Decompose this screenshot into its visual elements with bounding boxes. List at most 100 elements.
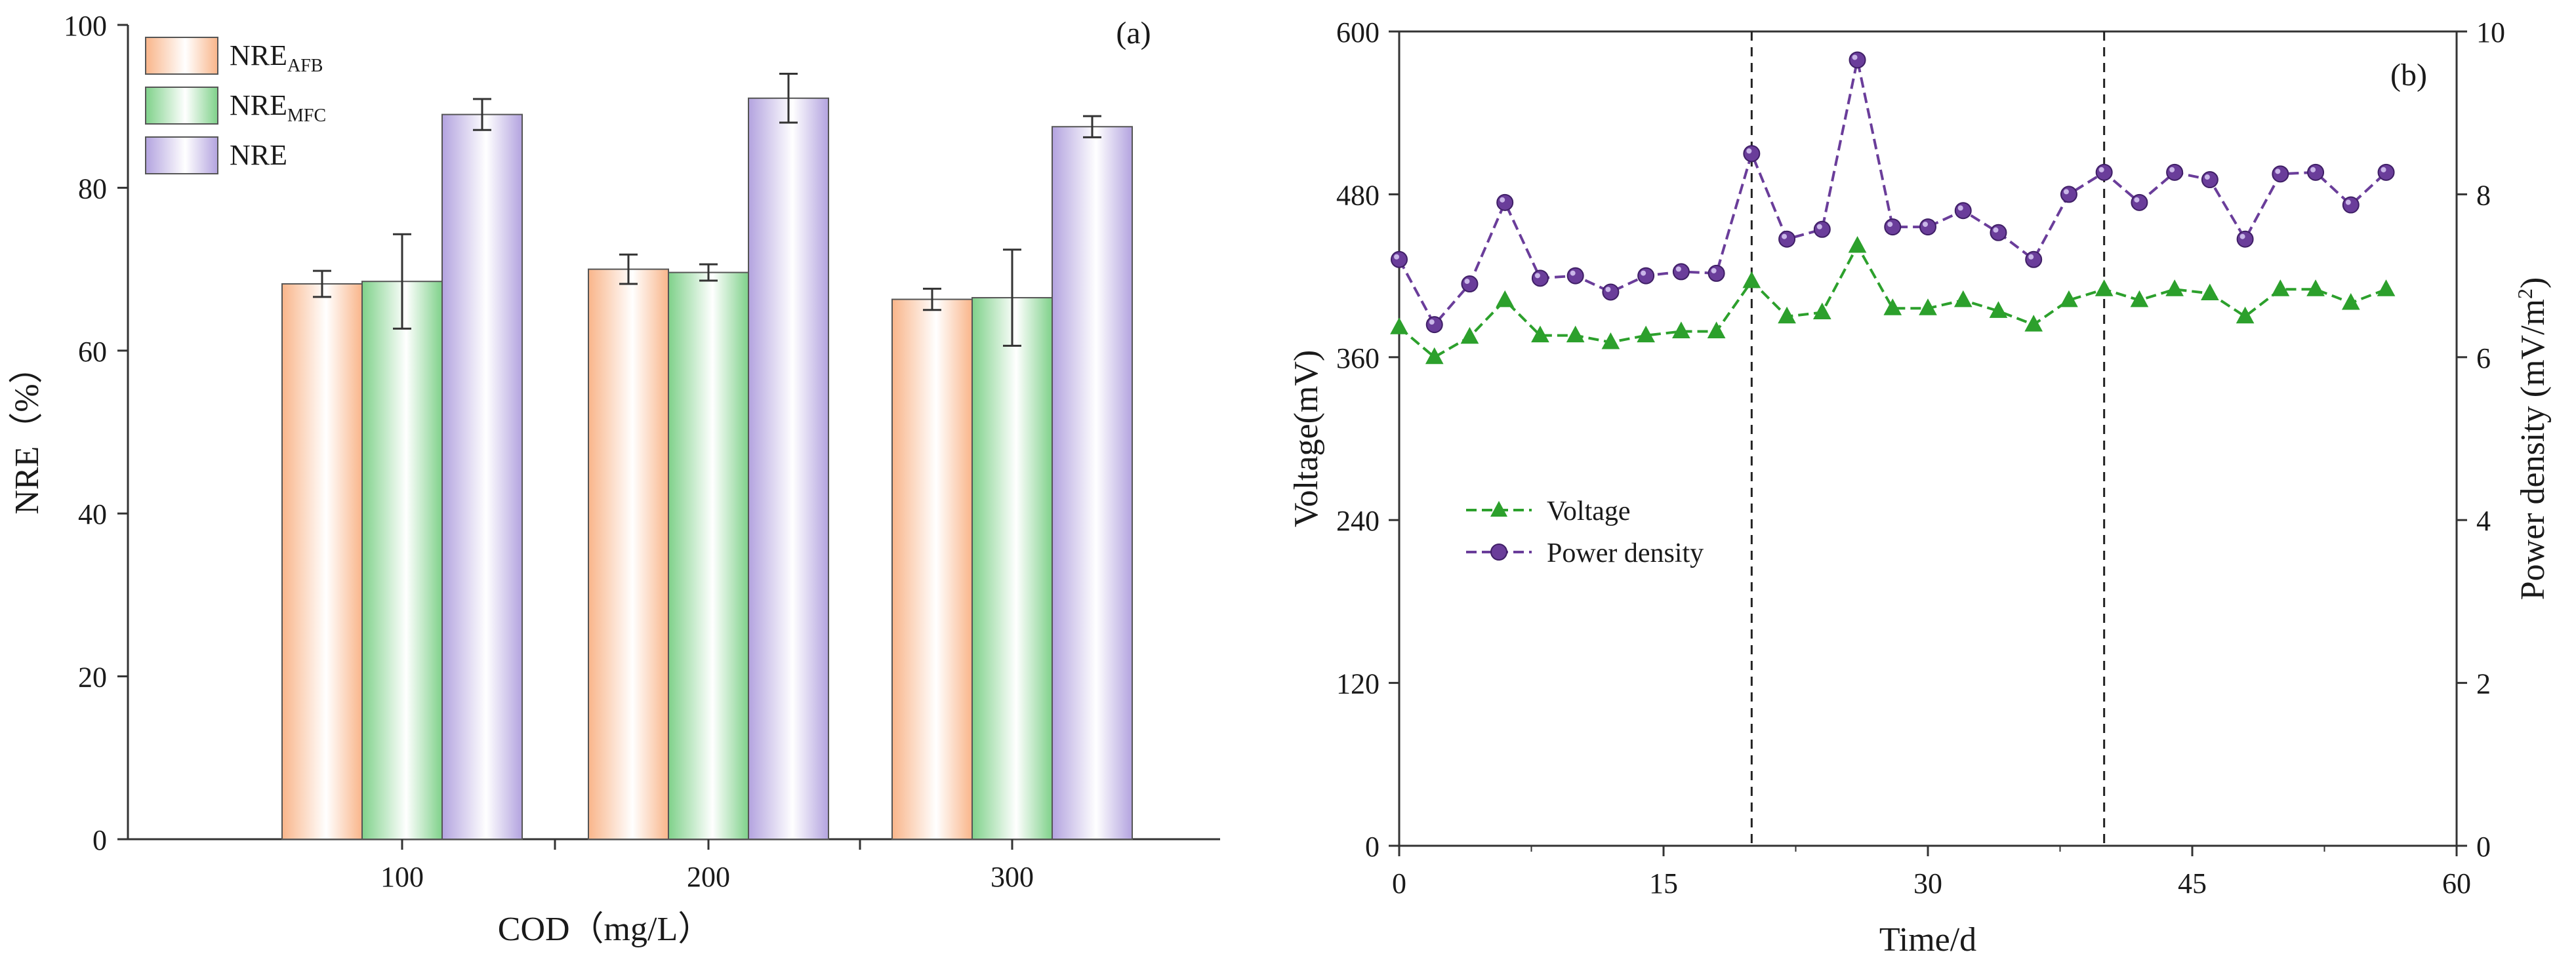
power-density-point [1672,263,1690,281]
y2-tick-label: 2 [2476,668,2491,700]
power-density-point [1778,230,1796,248]
power-density-point [1707,264,1725,282]
legend-label: NRE [230,139,287,171]
power-density-point [1990,224,2007,241]
y2-axis-label-superscript: 2 [2513,288,2537,299]
power-density-point [2342,196,2360,214]
x-tick-label: 200 [687,861,730,893]
point-highlight [1429,319,1435,325]
y-axis-label: NRE（%） [9,349,46,514]
legend-subscript: AFB [287,56,323,76]
y-tick-label: 240 [1336,505,1380,537]
power-density-point [2131,193,2148,211]
y-tick-label: 0 [92,824,107,856]
point-highlight [1641,270,1646,276]
voltage-point [2341,292,2360,310]
y-axis-label: Voltage(mV) [1288,350,1325,528]
voltage-point [1778,306,1796,324]
power-density-point [1425,316,1443,334]
legend-label: Power density [1547,538,1704,568]
x-tick-label: 45 [2178,867,2207,900]
voltage-point [1848,236,1867,253]
voltage-point [1672,321,1690,338]
voltage-point [1566,325,1585,343]
voltage-point [1460,327,1479,344]
power-density-point [2307,163,2325,181]
voltage-point [1812,302,1831,319]
power-density-point [1954,202,1972,220]
power-density-point [2272,165,2289,183]
y2-axis-label: Power density (mV/m2) [2513,277,2552,601]
legend-label: NREAFB [230,39,323,76]
y2-tick-label: 0 [2476,831,2491,863]
point-highlight [2169,167,2175,172]
bar-300-2 [1052,126,1133,840]
voltage-point [1919,298,1937,315]
power-density-point [1919,218,1936,236]
y-tick-label: 600 [1336,16,1380,49]
panel-label: (b) [2390,58,2427,92]
power-density-point [1884,218,1902,236]
point-highlight [2310,167,2316,172]
power-density-point [2236,230,2254,248]
bar-100-2 [441,113,523,840]
power-density-point [2201,171,2218,189]
panel-a-bar-chart: 0 20 40 60 80 100 100 200 300 COD（mg/L） NRE（%） (a) N… [9,10,1220,948]
point-highlight [1993,227,1999,233]
voltage-point [1742,271,1761,288]
point-highlight [1394,254,1399,260]
point-highlight [2275,168,2281,174]
panel-b-line-chart: 0 15 30 45 6001202403604806000246810Time/dVo… [1288,16,2552,959]
voltage-point [2201,283,2219,301]
voltage-point [2130,290,2149,307]
voltage-point [1883,298,1902,315]
point-highlight [1711,268,1717,273]
x-tick-label: 300 [991,861,1034,893]
bar-300-0 [891,298,973,840]
series-line-power-density [1398,60,2387,327]
legend-swatch [145,87,218,125]
point-highlight [1816,224,1822,229]
x-tick-label: 30 [1913,867,1942,900]
legend-swatch [145,37,218,75]
bar-200-2 [748,97,829,840]
legend-subscript: MFC [287,106,326,126]
voltage-point [1953,290,1973,307]
bar-200-1 [668,271,749,840]
point-highlight [2345,199,2351,205]
voltage-point [2236,306,2255,324]
power-density-point [1813,220,1831,238]
y-tick-label: 120 [1336,668,1380,700]
voltage-point [1390,317,1408,334]
power-density-point [2377,163,2395,181]
point-highlight [2239,233,2245,239]
legend-swatch [145,136,218,174]
power-density-point [2166,163,2184,181]
y2-tick-label: 10 [2476,16,2505,49]
y-tick-label: 480 [1336,179,1380,211]
power-density-point [1496,193,1514,211]
y-tick-label: 360 [1336,342,1380,374]
series-line-voltage [1398,243,2387,359]
point-highlight [2381,167,2386,172]
power-density-point [2025,250,2043,268]
y-tick-label: 20 [78,662,107,694]
point-highlight [1746,148,1752,154]
x-tick-label: 60 [2442,867,2471,900]
plot-frame [1398,30,2458,847]
point-highlight [1570,270,1576,276]
power-density-point [1391,250,1408,268]
power-density-point [2060,186,2077,203]
point-highlight [1852,54,1858,60]
point-highlight [1923,222,1928,228]
voltage-point [2095,279,2114,296]
y-tick-label: 100 [64,10,107,42]
x-axis-label: COD（mg/L） [498,911,712,948]
power-density-point [1566,267,1584,285]
y2-tick-label: 6 [2476,342,2491,374]
x-tick-label: 0 [1392,867,1406,900]
legend-marker [1490,501,1507,517]
legend-label: Voltage [1547,496,1631,526]
power-density-point [1743,145,1761,163]
voltage-point [2377,279,2396,296]
